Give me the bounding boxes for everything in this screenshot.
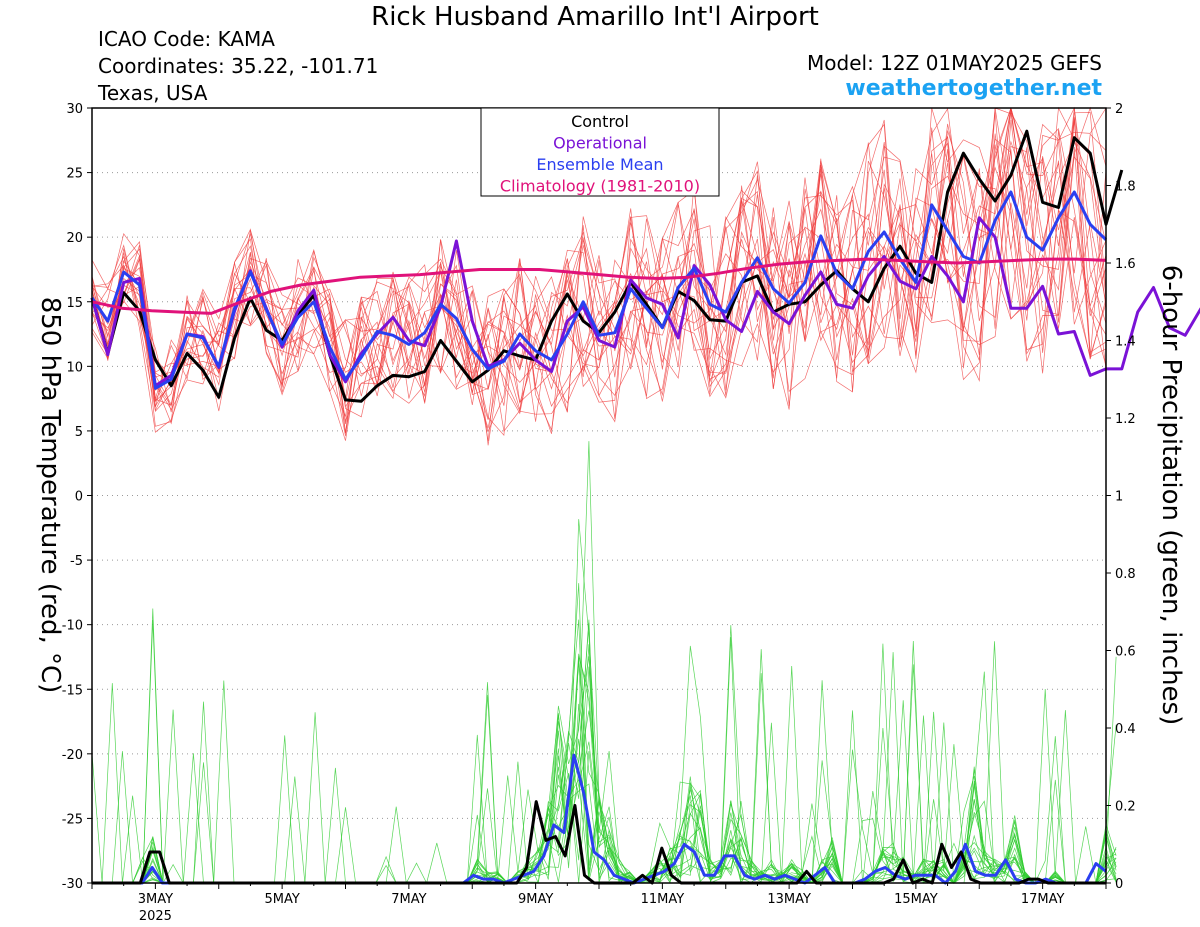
left-tick-label: -20	[62, 748, 83, 763]
legend-entry: Control	[571, 112, 629, 131]
x-tick-label: 15MAY	[894, 892, 938, 907]
region: Texas, USA	[98, 81, 208, 105]
legend-entry: Operational	[553, 134, 647, 153]
left-tick-label: -30	[62, 877, 83, 892]
temperature-member-line	[91, 106, 1107, 433]
legend-box	[480, 107, 720, 197]
x-tick-label: 3MAY	[138, 892, 173, 907]
right-tick-label: 0.4	[1115, 722, 1136, 737]
right-tick-label: 1.2	[1115, 412, 1136, 427]
right-tick-label: 0.6	[1115, 645, 1136, 660]
temperature-member-line	[91, 111, 1107, 407]
temperature-member-line	[91, 107, 1107, 415]
ensemble-mean-temperature-line	[90, 190, 1108, 390]
precip-member-line	[92, 645, 1117, 884]
control-temperature-line	[90, 129, 1124, 403]
left-tick-label: 25	[66, 167, 83, 182]
legend-entry: Climatology (1981-2010)	[500, 177, 700, 196]
x-tick-label: 17MAY	[1021, 892, 1065, 907]
climatology-temperature-line	[91, 257, 1107, 315]
right-tick-label: 0	[1115, 877, 1123, 892]
x-tick-label: 13MAY	[767, 892, 811, 907]
precip-member-line	[92, 641, 1117, 884]
left-tick-label: 10	[66, 360, 83, 375]
x-year-label: 2025	[139, 909, 172, 924]
legend-entry: Ensemble Mean	[536, 155, 663, 174]
x-tick-label: 9MAY	[518, 892, 553, 907]
temperature-member-line	[91, 107, 1107, 441]
left-tick-label: -5	[70, 554, 83, 569]
legend: Control Operational Ensemble Mean Climatolo…	[480, 107, 720, 197]
temperature-members	[91, 106, 1107, 446]
left-tick-label: 5	[75, 425, 83, 440]
right-axis-label: 6-hour Precipitation (green, inches)	[1156, 265, 1186, 725]
left-tick-label: 0	[75, 490, 83, 505]
temperature-member-line	[91, 106, 1107, 388]
right-tick-label: 0.8	[1115, 567, 1136, 582]
model-run: Model: 12Z 01MAY2025 GEFS	[807, 51, 1102, 75]
left-tick-label: 20	[66, 231, 83, 246]
chart-title: Rick Husband Amarillo Int'l Airport	[371, 2, 819, 32]
right-tick-label: 0.2	[1115, 800, 1136, 815]
icao-code: ICAO Code: KAMA	[98, 27, 275, 51]
precip-member-line	[92, 637, 1117, 884]
x-tick-label: 5MAY	[264, 892, 299, 907]
precip-members	[91, 441, 1117, 885]
x-axis: 3MAY 2025 5MAY 7MAY 9MAY 11MAY 13MAY 15MAY 17MAY	[91, 883, 1107, 924]
right-axis: 0 0.2 0.4 0.6 0.8 1 1.2 1.4 1.6 1.8 2	[1106, 102, 1136, 892]
left-tick-label: 15	[66, 296, 83, 311]
x-tick-label: 11MAY	[641, 892, 685, 907]
left-tick-label: 30	[66, 102, 83, 117]
left-axis: -30 -25 -20 -15 -10 -5 0 5 10 15 20 25 30	[62, 102, 92, 892]
temperature-member-line	[91, 106, 1107, 433]
series-lines	[90, 129, 1200, 885]
left-tick-label: -10	[62, 619, 83, 634]
left-tick-label: -15	[62, 683, 83, 698]
right-tick-label: 1.8	[1115, 180, 1136, 195]
x-tick-label: 7MAY	[391, 892, 426, 907]
coordinates: Coordinates: 35.22, -101.71	[98, 54, 379, 78]
left-tick-label: -25	[62, 812, 83, 827]
right-tick-label: 1.4	[1115, 335, 1136, 350]
right-tick-label: 1.6	[1115, 257, 1136, 272]
right-tick-label: 2	[1115, 102, 1123, 117]
site-link[interactable]: weathertogether.net	[845, 76, 1102, 101]
left-axis-label: 850 hPa Temperature (red, °C)	[35, 297, 65, 694]
right-tick-label: 1	[1115, 490, 1123, 505]
precip-member-line	[92, 644, 1117, 884]
